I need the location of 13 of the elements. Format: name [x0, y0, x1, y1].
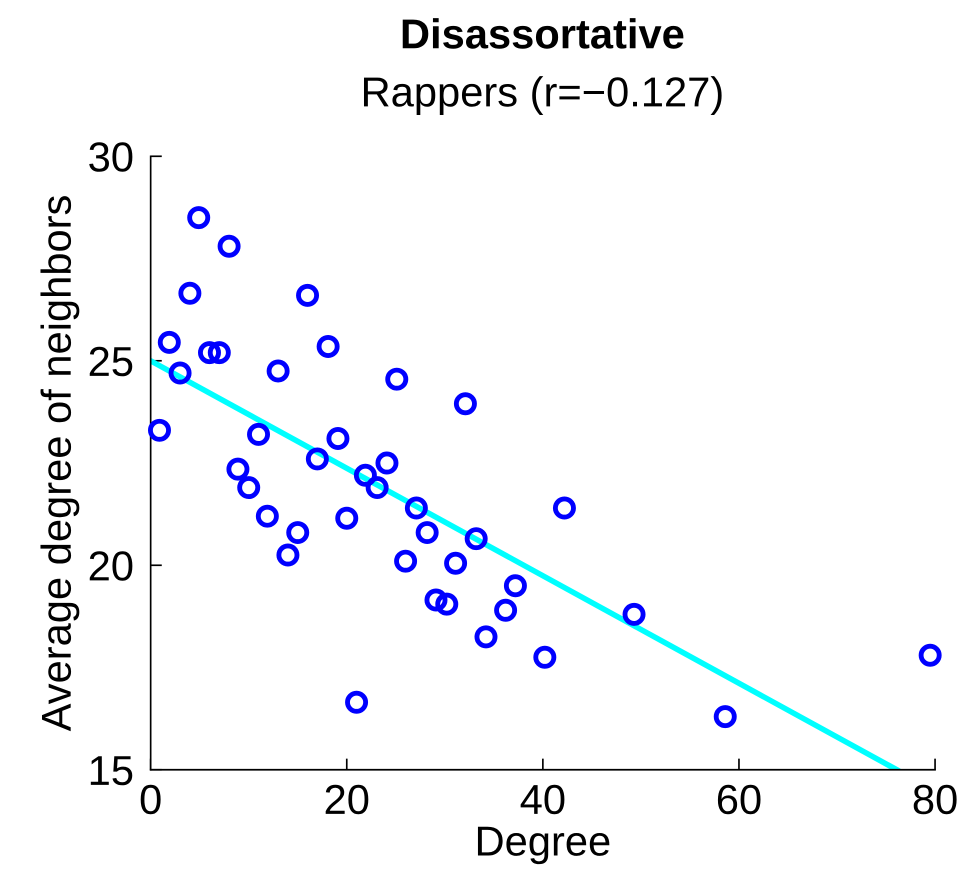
y-axis-title: Average degree of neighbors — [40, 196, 80, 732]
x-tick-label: 20 — [326, 784, 368, 814]
x-tick-label: 80 — [914, 784, 957, 814]
y-tick-label: 30 — [89, 142, 132, 172]
x-tick-label: 60 — [718, 784, 761, 814]
chart-subtitle: Rappers (r=−0.127) — [364, 76, 722, 115]
y-tick-label: 25 — [90, 346, 132, 376]
y-tick-label: 20 — [90, 551, 132, 581]
y-tick-label: 15 — [90, 756, 132, 786]
x-axis-title: Degree — [478, 826, 610, 864]
x-tick-label: 0 — [140, 784, 161, 814]
chart-title: Disassortative — [402, 18, 684, 49]
x-tick-label: 40 — [520, 784, 564, 814]
